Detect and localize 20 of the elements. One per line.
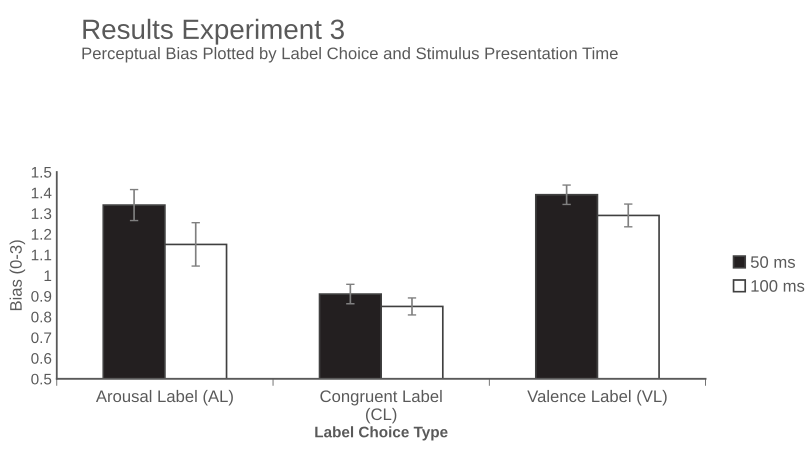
y-tick-label: 1.4: [32, 188, 52, 198]
legend-label: 50 ms: [750, 256, 795, 268]
y-tick-label: 0.5: [31, 374, 52, 385]
x-tick-label: Arousal Label (AL): [96, 390, 233, 406]
x-axis-title: Label Choice Type: [315, 426, 448, 440]
x-tick-label: Valence Label (VL): [527, 390, 667, 406]
x-tick-label: Congruent Label (CL): [320, 390, 442, 424]
y-tick-label: 1: [44, 270, 52, 281]
legend-label: 100 ms: [751, 280, 804, 292]
y-tick-label: 1.5: [32, 167, 52, 178]
chart-subtitle: Perceptual Bias Plotted by Label Choice and Stimulus Presentation Time: [82, 47, 618, 63]
y-tick-label: 0.6: [31, 353, 52, 364]
y-tick-label: 0.8: [31, 312, 52, 322]
y-tick-label: 0.9: [31, 290, 52, 302]
y-tick-label: 1.3: [32, 208, 52, 220]
y-tick-label: 1.1: [32, 250, 52, 260]
chart-title: Results Experiment 3: [83, 18, 344, 45]
y-tick-label: 1.2: [32, 228, 52, 240]
y-axis-title: Bias (0-3): [10, 240, 26, 310]
y-tick-label: 0.7: [31, 332, 52, 344]
